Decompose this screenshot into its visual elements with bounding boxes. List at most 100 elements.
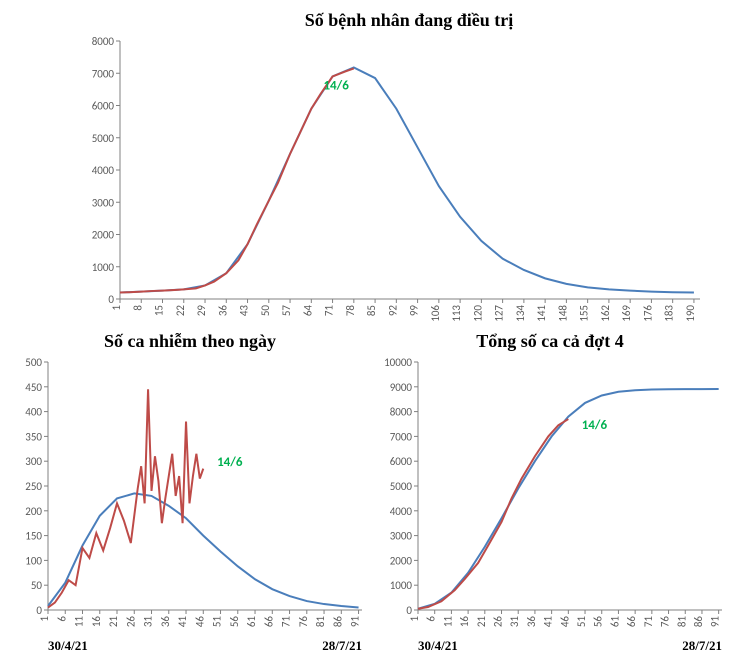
- svg-text:31: 31: [142, 616, 155, 628]
- svg-text:100: 100: [25, 554, 42, 567]
- bottom-right-title: Tổng số ca cả đợt 4: [370, 331, 730, 352]
- svg-text:2000: 2000: [92, 229, 115, 242]
- svg-text:113: 113: [450, 305, 463, 322]
- svg-text:81: 81: [675, 616, 688, 628]
- svg-text:148: 148: [556, 305, 569, 322]
- svg-text:3000: 3000: [390, 530, 413, 543]
- svg-text:134: 134: [514, 305, 527, 322]
- svg-text:71: 71: [642, 616, 655, 628]
- svg-text:15: 15: [153, 305, 166, 316]
- svg-text:66: 66: [262, 616, 275, 628]
- svg-text:1000: 1000: [390, 579, 413, 592]
- svg-text:141: 141: [535, 305, 548, 322]
- svg-text:6: 6: [425, 616, 438, 622]
- top-chart-title: Số bệnh nhân đang điều trị: [70, 10, 738, 31]
- svg-text:51: 51: [575, 616, 588, 628]
- svg-text:56: 56: [228, 616, 241, 628]
- svg-text:7000: 7000: [92, 67, 115, 80]
- svg-text:1: 1: [38, 616, 51, 622]
- svg-text:350: 350: [25, 430, 42, 443]
- svg-text:71: 71: [280, 616, 293, 628]
- svg-text:50: 50: [259, 305, 272, 317]
- svg-text:22: 22: [174, 305, 187, 317]
- svg-text:169: 169: [620, 305, 633, 322]
- svg-text:14/6: 14/6: [582, 418, 608, 433]
- svg-text:56: 56: [592, 616, 605, 628]
- svg-text:4000: 4000: [390, 505, 413, 518]
- svg-text:64: 64: [301, 305, 314, 317]
- svg-text:46: 46: [193, 616, 206, 628]
- svg-text:1: 1: [408, 616, 421, 622]
- svg-text:300: 300: [25, 455, 42, 468]
- svg-text:11: 11: [441, 616, 454, 628]
- svg-text:500: 500: [25, 356, 42, 369]
- svg-text:30/4/21: 30/4/21: [418, 638, 458, 652]
- svg-text:26: 26: [492, 616, 505, 628]
- svg-text:16: 16: [458, 616, 471, 628]
- svg-text:120: 120: [471, 305, 484, 322]
- svg-text:61: 61: [608, 616, 621, 628]
- svg-text:99: 99: [408, 305, 421, 317]
- svg-text:155: 155: [578, 305, 591, 322]
- svg-text:36: 36: [525, 616, 538, 628]
- svg-text:250: 250: [25, 480, 42, 493]
- svg-text:162: 162: [599, 305, 612, 322]
- svg-text:176: 176: [641, 305, 654, 322]
- svg-text:41: 41: [176, 616, 189, 628]
- top-chart: 0100020003000400050006000700080001815222…: [70, 31, 710, 331]
- svg-text:190: 190: [684, 305, 697, 322]
- svg-text:85: 85: [365, 305, 378, 316]
- svg-text:66: 66: [625, 616, 638, 628]
- svg-text:78: 78: [344, 305, 357, 317]
- svg-text:76: 76: [659, 616, 672, 628]
- svg-text:46: 46: [558, 616, 571, 628]
- bottom-right-chart: 0100020003000400050006000700080009000100…: [370, 352, 730, 652]
- svg-text:0: 0: [406, 604, 412, 617]
- svg-text:1000: 1000: [92, 261, 115, 274]
- svg-text:86: 86: [692, 616, 705, 628]
- svg-text:61: 61: [245, 616, 258, 628]
- svg-text:8: 8: [131, 305, 144, 311]
- svg-text:3000: 3000: [92, 196, 115, 209]
- svg-text:16: 16: [90, 616, 103, 628]
- svg-text:450: 450: [25, 381, 42, 394]
- svg-text:10000: 10000: [384, 356, 412, 369]
- svg-text:8000: 8000: [92, 35, 115, 48]
- svg-text:11: 11: [73, 616, 86, 628]
- svg-text:183: 183: [663, 305, 676, 322]
- svg-text:106: 106: [429, 305, 442, 322]
- svg-text:36: 36: [159, 616, 172, 628]
- svg-text:28/7/21: 28/7/21: [322, 638, 362, 652]
- svg-text:14/6: 14/6: [217, 455, 243, 470]
- svg-text:5000: 5000: [92, 132, 115, 145]
- svg-text:86: 86: [331, 616, 344, 628]
- svg-text:91: 91: [709, 616, 722, 628]
- svg-text:43: 43: [238, 305, 251, 317]
- svg-text:4000: 4000: [92, 164, 115, 177]
- svg-text:1: 1: [110, 305, 123, 311]
- svg-text:28/7/21: 28/7/21: [682, 638, 722, 652]
- svg-text:7000: 7000: [390, 430, 413, 443]
- svg-text:50: 50: [31, 579, 43, 592]
- svg-text:76: 76: [297, 616, 310, 628]
- svg-text:21: 21: [107, 616, 120, 628]
- svg-text:26: 26: [124, 616, 137, 628]
- svg-text:0: 0: [108, 293, 114, 306]
- svg-text:8000: 8000: [390, 406, 413, 419]
- svg-text:2000: 2000: [390, 554, 413, 567]
- svg-text:21: 21: [475, 616, 488, 628]
- svg-text:200: 200: [25, 505, 42, 518]
- svg-text:29: 29: [195, 305, 208, 317]
- bottom-left-chart: 0501001502002503003504004505001611162126…: [10, 352, 370, 652]
- svg-text:92: 92: [386, 305, 399, 317]
- svg-text:5000: 5000: [390, 480, 413, 493]
- svg-text:400: 400: [25, 406, 42, 419]
- svg-text:0: 0: [36, 604, 42, 617]
- svg-text:51: 51: [211, 616, 224, 628]
- svg-text:150: 150: [25, 530, 42, 543]
- svg-text:14/6: 14/6: [323, 78, 349, 93]
- svg-text:31: 31: [508, 616, 521, 628]
- svg-text:30/4/21: 30/4/21: [48, 638, 88, 652]
- svg-text:41: 41: [542, 616, 555, 628]
- svg-text:9000: 9000: [390, 381, 413, 394]
